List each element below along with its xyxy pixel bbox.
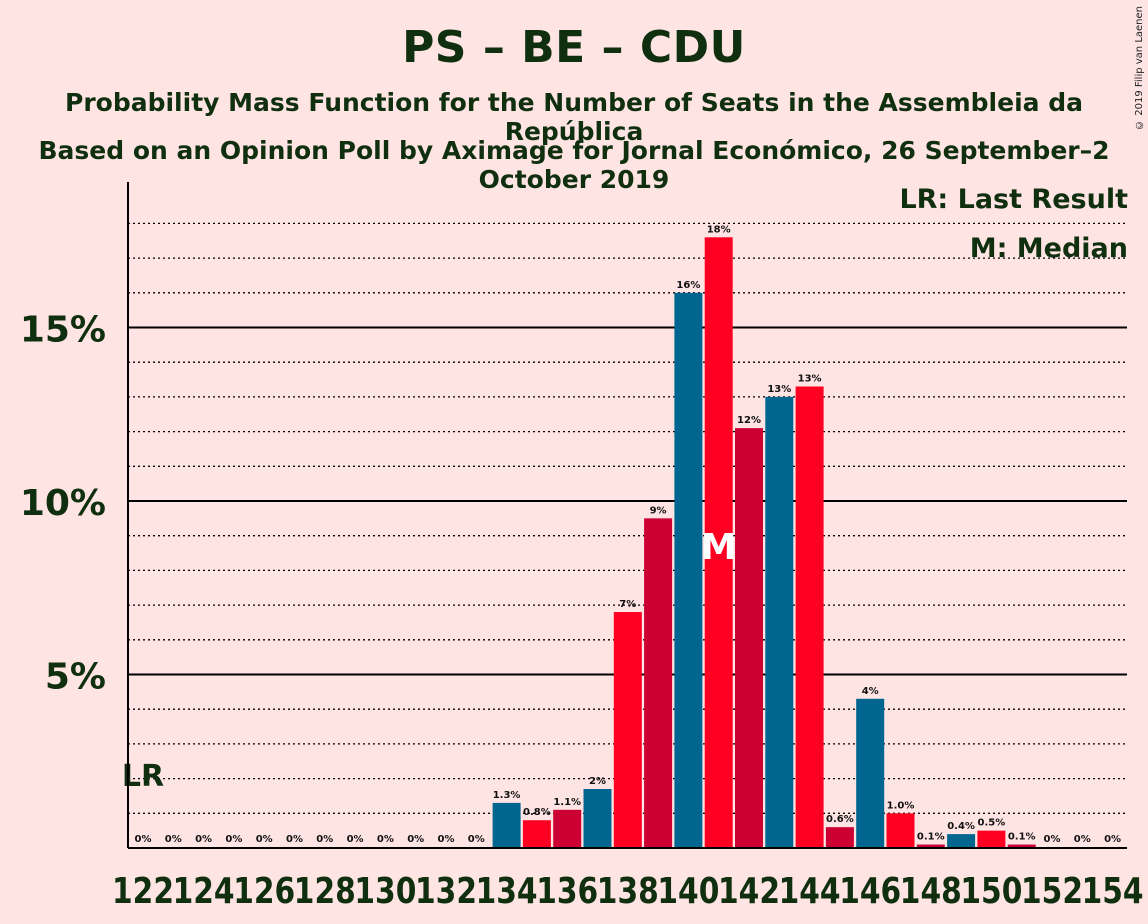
- data-label-seat-152: 0%: [1044, 834, 1061, 845]
- bar-seat-134: [492, 802, 521, 848]
- data-label-seat-154: 0%: [1104, 834, 1121, 845]
- x-tick-label: 128: [294, 871, 356, 912]
- data-label-seat-143: 13%: [767, 384, 791, 395]
- x-tick-label: 154: [1082, 871, 1144, 912]
- data-label-seat-137: 2%: [589, 776, 606, 787]
- x-tick-label: 126: [233, 871, 295, 912]
- data-label-seat-151: 0.1%: [1008, 832, 1036, 843]
- bar-seat-143: [765, 396, 794, 848]
- bar-seat-144: [795, 386, 824, 848]
- x-tick-label: 122: [112, 871, 174, 912]
- x-tick-label: 142: [718, 871, 780, 912]
- x-tick-label: 130: [354, 871, 416, 912]
- bar-seat-145: [825, 827, 854, 848]
- bar-seat-142: [735, 428, 763, 848]
- x-tick-label: 134: [476, 871, 538, 912]
- y-tick-label: 10%: [20, 483, 106, 524]
- chart-title: PS – BE – CDU: [402, 22, 746, 73]
- data-label-seat-126: 0%: [256, 834, 273, 845]
- bar-seat-138: [613, 612, 642, 848]
- median-marker: M: [701, 527, 737, 568]
- data-label-seat-148: 0.1%: [917, 832, 945, 843]
- data-label-seat-123: 0%: [165, 834, 182, 845]
- bar-seat-151: [1007, 844, 1036, 848]
- x-tick-label: 146: [839, 871, 901, 912]
- data-label-seat-138: 7%: [619, 599, 636, 610]
- bar-seat-139: [644, 518, 673, 848]
- data-label-seat-145: 0.6%: [826, 814, 854, 825]
- data-label-seat-142: 12%: [737, 415, 761, 426]
- legend-median: M: Median: [969, 233, 1128, 264]
- data-label-seat-150: 0.5%: [978, 818, 1006, 829]
- data-label-seat-124: 0%: [195, 834, 212, 845]
- data-label-seat-128: 0%: [316, 834, 333, 845]
- data-label-seat-122: 0%: [135, 834, 152, 845]
- data-label-seat-149: 0.4%: [947, 821, 975, 832]
- data-label-seat-146: 4%: [862, 686, 879, 697]
- x-tick-label: 150: [960, 871, 1022, 912]
- bar-seat-136: [553, 809, 582, 848]
- data-label-seat-153: 0%: [1074, 834, 1091, 845]
- bar-seat-137: [583, 789, 612, 848]
- x-tick-label: 136: [536, 871, 598, 912]
- data-label-seat-147: 1.0%: [887, 800, 915, 811]
- data-label-seat-132: 0%: [438, 834, 455, 845]
- bar-seat-141: [704, 237, 733, 848]
- data-label-seat-133: 0%: [468, 834, 485, 845]
- data-label-seat-130: 0%: [377, 834, 394, 845]
- x-tick-label: 140: [657, 871, 719, 912]
- data-label-seat-144: 13%: [798, 373, 822, 384]
- data-label-seat-139: 9%: [650, 505, 667, 516]
- x-tick-label: 138: [597, 871, 659, 912]
- bar-seat-149: [947, 834, 976, 848]
- x-tick-label: 152: [1021, 871, 1083, 912]
- data-label-seat-135: 0.8%: [523, 807, 551, 818]
- bar-seat-148: [916, 844, 945, 848]
- legend-last-result: LR: Last Result: [899, 184, 1128, 215]
- x-tick-label: 132: [415, 871, 477, 912]
- x-tick-label: 144: [779, 871, 841, 912]
- x-tick-label: 124: [173, 871, 235, 912]
- bar-seat-140: [674, 292, 703, 848]
- chart-subtitle: Probability Mass Function for the Number…: [65, 88, 1083, 146]
- y-tick-label: 15%: [20, 310, 106, 351]
- data-label-seat-134: 1.3%: [493, 790, 521, 801]
- bar-seat-135: [522, 820, 551, 848]
- data-label-seat-141: 18%: [707, 224, 731, 235]
- data-label-seat-136: 1.1%: [553, 797, 581, 808]
- x-tick-label: 148: [900, 871, 962, 912]
- chart-source: Based on an Opinion Poll by Aximage for …: [38, 136, 1110, 194]
- data-label-seat-125: 0%: [225, 834, 242, 845]
- y-tick-label: 5%: [45, 657, 106, 698]
- data-label-seat-127: 0%: [286, 834, 303, 845]
- data-label-seat-129: 0%: [347, 834, 364, 845]
- data-label-seat-140: 16%: [676, 280, 700, 291]
- bar-seat-150: [977, 830, 1006, 848]
- bar-seat-146: [856, 698, 885, 848]
- data-label-seat-131: 0%: [407, 834, 424, 845]
- bar-seat-147: [886, 813, 915, 848]
